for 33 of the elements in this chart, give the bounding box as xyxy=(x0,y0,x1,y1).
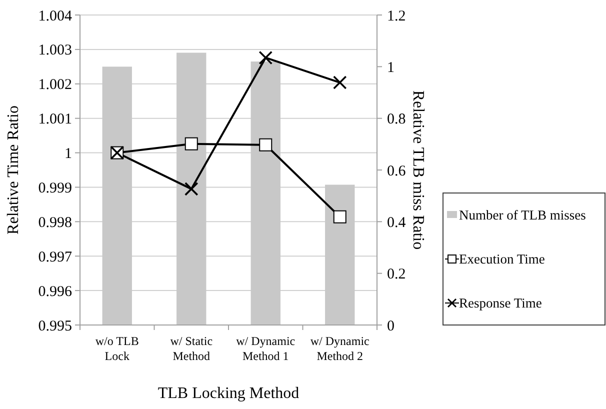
y-tick-label: 0.995 xyxy=(38,318,72,334)
y-axis-title: Relative Time Ratio xyxy=(5,106,22,234)
y-tick-label: 0.998 xyxy=(38,214,72,231)
y-tick-label: 0.999 xyxy=(38,180,72,196)
y2-tick-label: 0 xyxy=(387,318,394,334)
x-tick-label: w/o TLB Lock xyxy=(95,334,139,363)
x-tick-label: w/ Dynamic Method 2 xyxy=(310,334,370,363)
y2-tick-label: 1.2 xyxy=(387,8,406,24)
y-tick-label: 0.997 xyxy=(38,249,72,266)
y-tick-label: 1.004 xyxy=(38,8,72,24)
y-tick-label: 0.996 xyxy=(38,284,72,300)
point xyxy=(258,50,273,65)
y2-tick-label: 0.6 xyxy=(387,163,406,180)
point xyxy=(184,182,198,196)
x-tick-label: w/ Dynamic Method 1 xyxy=(236,334,296,363)
x-axis-title: TLB Locking Method xyxy=(158,385,300,402)
legend-label: Number of TLB misses xyxy=(459,208,586,223)
y2-axis-title: Relative TLB miss Ratio xyxy=(409,90,426,250)
y-tick-label: 1 xyxy=(64,146,72,162)
y-tick-label: 1.001 xyxy=(38,112,72,128)
point xyxy=(184,137,198,150)
point xyxy=(332,76,347,90)
legend-label: Response Time xyxy=(459,296,542,311)
y2-tick-label: 0.8 xyxy=(387,112,406,128)
legend-label: Execution Time xyxy=(459,252,545,267)
point xyxy=(259,138,272,152)
point xyxy=(333,210,346,224)
y2-tick-label: 1 xyxy=(387,60,394,76)
y-tick-label: 1.003 xyxy=(38,42,72,59)
x-tick-label: w/ Static Method xyxy=(170,334,213,363)
y2-tick-label: 0.4 xyxy=(387,214,406,231)
y-tick-label: 1.002 xyxy=(38,77,72,94)
y2-tick-label: 0.2 xyxy=(387,266,406,283)
